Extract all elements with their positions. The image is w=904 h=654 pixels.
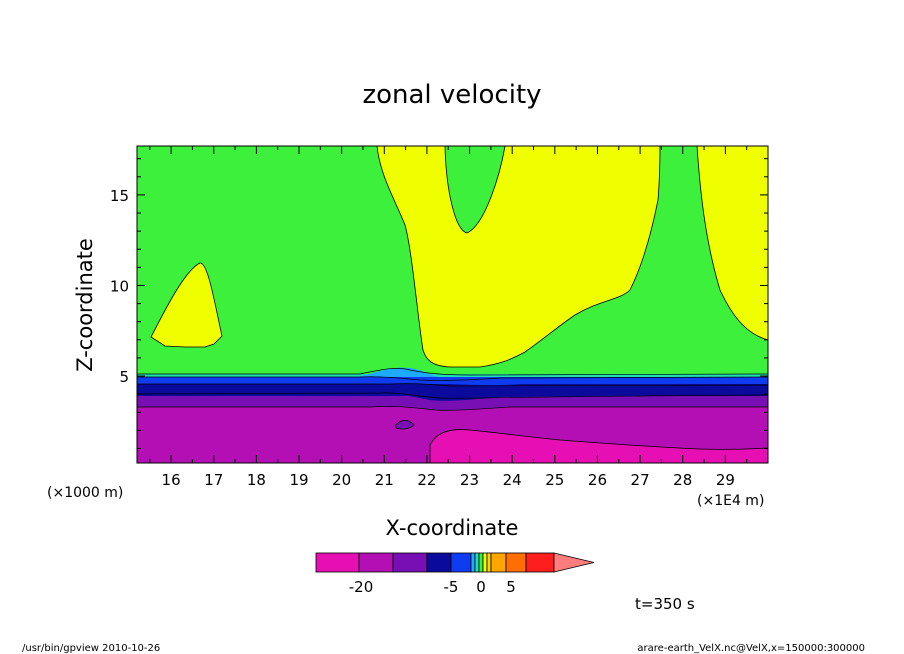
x-tick-label: 21 [375, 471, 394, 489]
x-tick-label: 29 [716, 471, 735, 489]
colorbar-segment [450, 552, 472, 573]
colorbar-tick-label: 5 [506, 578, 516, 596]
x-ticks: 16 17 18 19 20 21 22 23 24 25 26 27 28 29 [149, 146, 748, 489]
chart-title: zonal velocity [362, 80, 541, 110]
time-label: t=350 s [635, 595, 695, 613]
colorbar-segment [474, 552, 480, 573]
contour-region-yellow-center [376, 146, 661, 368]
colorbar-segment [392, 552, 428, 573]
plot-frame [136, 145, 769, 464]
x-tick-label: 20 [332, 471, 351, 489]
x-tick-label: 23 [460, 471, 479, 489]
x-tick-label: 25 [545, 471, 564, 489]
x-tick-label: 17 [204, 471, 223, 489]
x-tick-label: 19 [289, 471, 308, 489]
footer-left: /usr/bin/gpview 2010-10-26 [22, 643, 160, 654]
colorbar-tick-label: -20 [349, 578, 374, 596]
x-tick-label: 28 [673, 471, 692, 489]
x-tick-label: 18 [247, 471, 266, 489]
colorbar-tick-label: -5 [444, 578, 459, 596]
x-scale-note: (×1E4 m) [697, 493, 764, 509]
contour-region-purple [137, 396, 768, 408]
x-tick-label: 22 [417, 471, 436, 489]
contour-region-yellow-right [696, 146, 768, 341]
contour-region-darkblue [137, 384, 768, 396]
colorbar-segment [505, 552, 527, 573]
colorbar: -20 -5 0 5 [315, 552, 595, 596]
colorbar-segment [525, 552, 555, 573]
y-tick-label: 5 [119, 368, 129, 386]
x-unit-label: (×1000 m) [47, 485, 123, 501]
x-tick-label: 16 [162, 471, 181, 489]
colorbar-tick-label: 0 [476, 578, 486, 596]
y-ticks: 5 10 15 [110, 158, 768, 450]
colorbar-segment [478, 552, 484, 573]
contour-region-pink-core [429, 429, 768, 463]
x-axis-label: X-coordinate [386, 516, 519, 540]
contour-region-yellow-left [150, 262, 223, 348]
colorbar-segment [486, 552, 492, 573]
colorbar-segment [490, 552, 507, 573]
plot-area: 16 17 18 19 20 21 22 23 24 25 26 27 28 29 5 10 15 [110, 145, 769, 489]
colorbar-segment [482, 552, 488, 573]
x-tick-label: 26 [588, 471, 607, 489]
y-axis-label: Z-coordinate [73, 238, 97, 372]
colorbar-segment [358, 552, 394, 573]
x-tick-label: 27 [631, 471, 650, 489]
y-tick-label: 10 [110, 277, 129, 295]
colorbar-extend-arrow [553, 552, 595, 573]
footer-right: arare-earth_VelX.nc@VelX,x=150000:300000 [637, 643, 865, 654]
x-tick-label: 24 [503, 471, 522, 489]
colorbar-segment [470, 552, 476, 573]
colorbar-segment [426, 552, 452, 573]
colorbar-segment [315, 552, 360, 573]
y-tick-label: 15 [110, 187, 129, 205]
